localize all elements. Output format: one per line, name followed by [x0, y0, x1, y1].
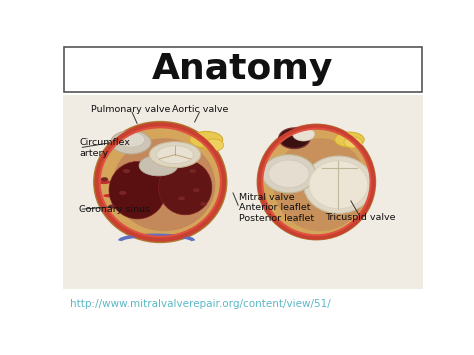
Ellipse shape [96, 180, 110, 184]
Ellipse shape [103, 194, 114, 197]
Text: Circumflex
artery: Circumflex artery [80, 138, 130, 158]
Ellipse shape [139, 155, 178, 176]
Text: http://www.mitralvalverepair.org/content/view/51/: http://www.mitralvalverepair.org/content… [70, 299, 331, 309]
Ellipse shape [203, 139, 224, 151]
Ellipse shape [119, 191, 127, 195]
Ellipse shape [149, 142, 201, 168]
Bar [64, 47, 422, 92]
Ellipse shape [193, 188, 200, 192]
Ellipse shape [109, 162, 166, 219]
Ellipse shape [110, 131, 151, 154]
Ellipse shape [189, 169, 196, 173]
Ellipse shape [257, 125, 375, 239]
Text: Aortic valve: Aortic valve [173, 105, 229, 114]
Text: Anatomy: Anatomy [152, 52, 334, 86]
Ellipse shape [269, 160, 309, 187]
Ellipse shape [117, 132, 145, 147]
Ellipse shape [273, 138, 367, 231]
Text: Mitral valve
Anterior leaflet
Posterior leaflet: Mitral valve Anterior leaflet Posterior … [239, 193, 314, 223]
Ellipse shape [101, 177, 108, 181]
Ellipse shape [112, 138, 215, 231]
Ellipse shape [108, 204, 116, 209]
Ellipse shape [201, 202, 207, 206]
Text: Pulmonary valve: Pulmonary valve [91, 105, 171, 114]
Ellipse shape [123, 169, 130, 173]
Text: Coronary sinus: Coronary sinus [80, 205, 150, 214]
Ellipse shape [303, 156, 374, 213]
Ellipse shape [309, 161, 368, 209]
Ellipse shape [279, 128, 310, 148]
Bar [63, 94, 423, 289]
Ellipse shape [262, 155, 316, 193]
Ellipse shape [292, 127, 315, 141]
Ellipse shape [344, 137, 362, 148]
Ellipse shape [94, 122, 227, 242]
Ellipse shape [156, 146, 193, 164]
Ellipse shape [190, 131, 223, 148]
Ellipse shape [335, 132, 364, 147]
Text: Tricuspid valve: Tricuspid valve [325, 213, 396, 222]
Ellipse shape [159, 160, 212, 215]
Ellipse shape [178, 197, 185, 200]
